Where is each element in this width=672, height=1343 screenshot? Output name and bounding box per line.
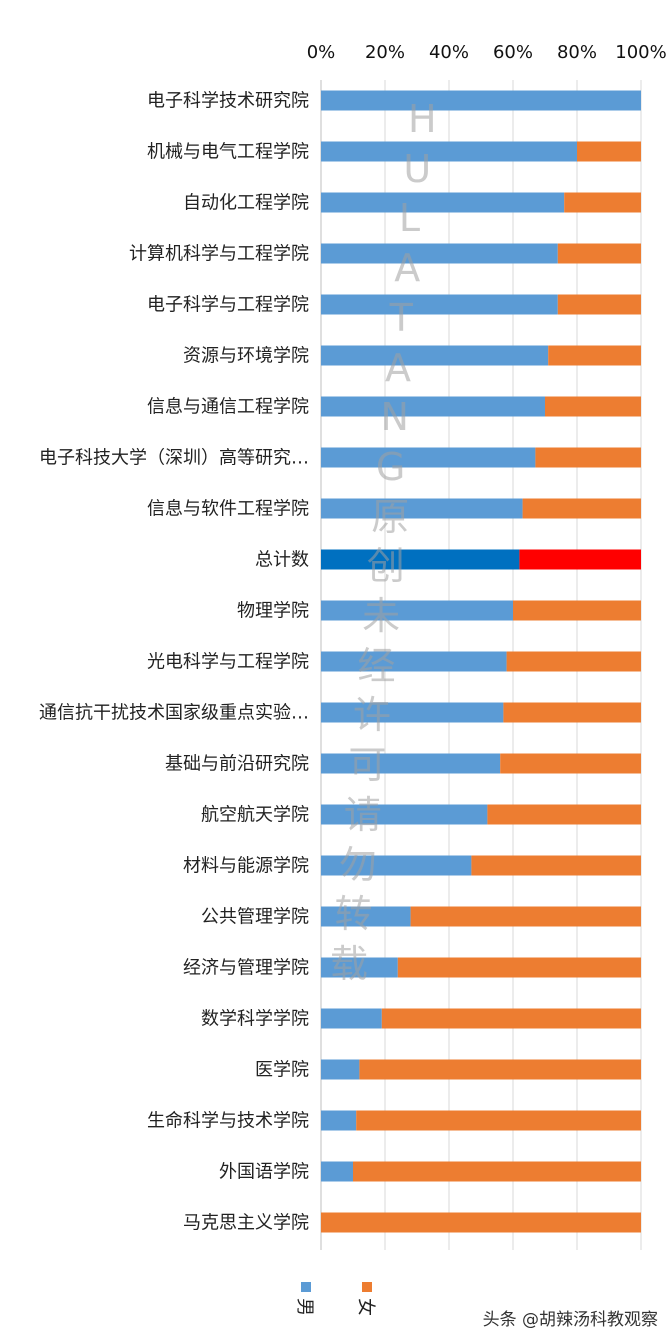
bar-segment-female [557,294,641,315]
bar-segment-male [321,447,536,468]
legend-label: 女 [355,1298,376,1316]
category-label: 通信抗干扰技术国家级重点实验… [39,703,309,724]
category-labels: 电子科学技术研究院机械与电气工程学院自动化工程学院计算机科学与工程学院电子科学与… [39,91,309,1234]
category-label: 外国语学院 [219,1162,309,1183]
bar-segment-female [353,1161,641,1182]
category-label: 航空航天学院 [201,805,309,826]
bar-segment-female [381,1008,641,1029]
bar-segment-male [321,1059,360,1080]
category-label: 公共管理学院 [201,907,309,928]
bar-segment-female [506,651,641,672]
category-label: 电子科技大学（深圳）高等研究… [39,448,309,469]
category-label: 电子科学技术研究院 [147,91,309,112]
category-label: 信息与软件工程学院 [147,499,309,520]
bar-segment-male [321,345,549,366]
bar-segment-male [321,855,472,876]
bar-segment-female [557,243,641,264]
category-label: 总计数 [255,550,309,571]
category-label: 马克思主义学院 [183,1213,309,1234]
category-label: 计算机科学与工程学院 [129,244,309,265]
bar-segment-male [321,600,513,621]
category-label: 电子科学与工程学院 [147,295,309,316]
category-label: 机械与电气工程学院 [147,142,309,163]
bar-segment-female [548,345,641,366]
bar-segment-female [564,192,641,213]
legend-label: 男 [294,1298,315,1316]
bar-segment-male [321,192,565,213]
bar-segment-male [321,957,398,978]
x-tick-label: 60% [493,42,533,63]
bar-segment-male [321,396,545,417]
category-label: 材料与能源学院 [183,856,309,877]
x-axis-tick-labels: 0% 20% 40% 60% 80% 100% [307,42,667,63]
bar-segment-male [321,141,577,162]
bar-segment-female [471,855,641,876]
x-tick-label: 20% [365,42,405,63]
legend: 男女 [294,1282,376,1316]
bar-segment-male [321,498,523,519]
bar-segment-female [397,957,641,978]
bar-segment-female [321,1212,641,1233]
legend-swatch [362,1282,372,1292]
bar-segment-female [577,141,641,162]
footer-credit: 头条 @胡辣汤科教观察 [482,1310,658,1330]
bar-segment-male [321,294,558,315]
category-label: 基础与前沿研究院 [165,754,309,775]
bar-segment-female [356,1110,641,1131]
bars [321,90,641,1233]
bar-segment-male [321,651,507,672]
bar-segment-female [535,447,641,468]
category-label: 数学科学学院 [201,1009,309,1030]
bar-segment-male [321,90,641,111]
bar-segment-male [321,1008,382,1029]
bar-segment-female [500,753,641,774]
bar-segment-female [545,396,641,417]
category-label: 物理学院 [237,601,309,622]
x-tick-label: 40% [429,42,469,63]
bar-segment-female [519,549,641,570]
bar-segment-female [522,498,641,519]
category-label: 生命科学与技术学院 [147,1111,309,1132]
category-label: 光电科学与工程学院 [147,652,309,673]
bar-segment-male [321,1161,353,1182]
bar-segment-male [321,906,411,927]
bar-segment-male [321,243,558,264]
bar-segment-female [410,906,641,927]
category-label: 自动化工程学院 [183,193,309,214]
bar-segment-female [487,804,641,825]
x-tick-label: 100% [615,42,666,63]
category-label: 信息与通信工程学院 [147,397,309,418]
x-tick-label: 0% [307,42,336,63]
legend-swatch [301,1282,311,1292]
bar-segment-male [321,1110,357,1131]
bar-segment-male [321,753,501,774]
category-label: 资源与环境学院 [183,346,309,367]
bar-segment-male [321,549,520,570]
bar-segment-female [503,702,641,723]
x-tick-label: 80% [557,42,597,63]
bar-segment-female [513,600,641,621]
bar-segment-male [321,804,488,825]
category-label: 经济与管理学院 [183,958,309,979]
category-label: 医学院 [255,1060,309,1081]
bar-segment-female [359,1059,641,1080]
bar-segment-male [321,702,504,723]
